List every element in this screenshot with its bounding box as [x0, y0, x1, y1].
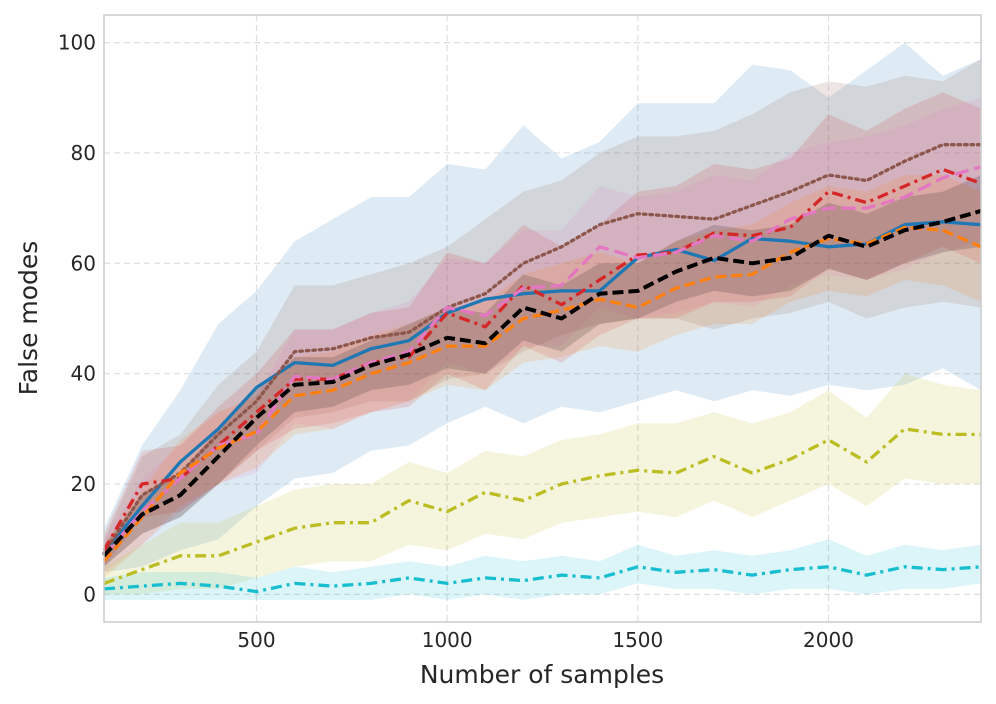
band-pink: [104, 97, 981, 573]
line-red: [102, 167, 982, 552]
band-red: [104, 92, 981, 567]
band-black: [104, 175, 981, 567]
y-tick-label: 40: [71, 362, 96, 386]
x-tick-label: 1000: [422, 628, 473, 652]
x-axis-label: Number of samples: [420, 660, 664, 689]
plot-area: [104, 15, 981, 622]
y-axis-ticks: 0 20 40 60 80 100: [58, 31, 96, 607]
band-blue: [104, 42, 981, 573]
series-lines: [102, 143, 983, 594]
x-tick-label: 1500: [612, 628, 663, 652]
y-axis-label: False modes: [14, 241, 43, 396]
y-tick-label: 100: [58, 31, 96, 55]
x-axis-ticks: 500 1000 1500 2000: [237, 628, 854, 652]
y-tick-label: 0: [83, 582, 96, 606]
gridlines: [104, 15, 981, 622]
line-pink: [102, 165, 982, 557]
plot-frame: [103, 14, 982, 623]
line-blue: [102, 220, 982, 555]
x-tick-label: 500: [237, 628, 275, 652]
band-olive: [104, 373, 981, 595]
y-tick-label: 80: [71, 141, 96, 165]
line-olive: [103, 427, 981, 585]
line-brown: [102, 143, 983, 555]
band-orange: [104, 175, 981, 578]
x-tick-label: 2000: [803, 628, 854, 652]
line-cyan: [103, 565, 982, 594]
y-tick-label: 20: [71, 472, 96, 496]
y-tick-label: 60: [71, 251, 96, 275]
line-black: [102, 208, 982, 558]
